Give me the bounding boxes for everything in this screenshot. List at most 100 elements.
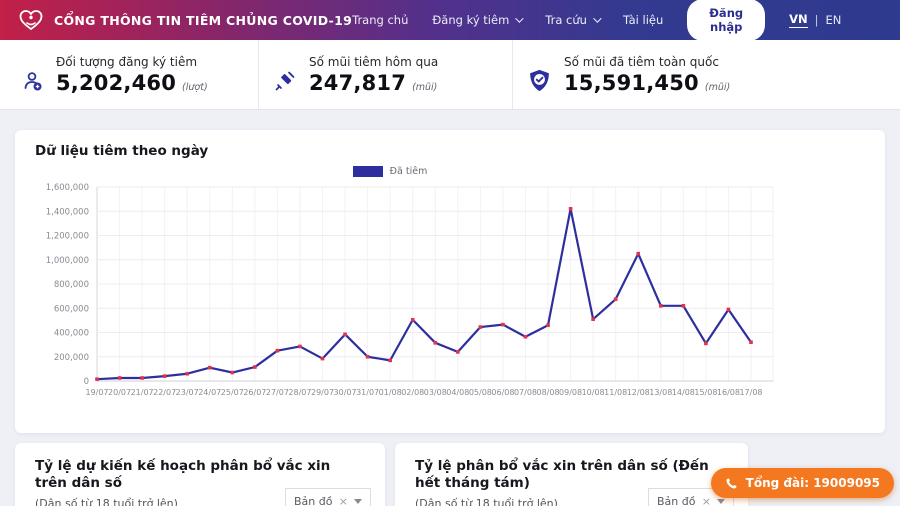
brand[interactable]: CỔNG THÔNG TIN TIÊM CHỦNG COVID-19: [18, 8, 352, 32]
svg-text:30/07: 30/07: [334, 388, 357, 397]
lang-en[interactable]: EN: [825, 13, 842, 27]
svg-text:19/07: 19/07: [85, 388, 108, 397]
nav-documents[interactable]: Tài liệu: [622, 13, 664, 27]
chart-marker: [320, 356, 325, 361]
lang-vn[interactable]: VN: [789, 12, 808, 28]
chart-marker: [613, 297, 618, 301]
shield-check-icon: [527, 68, 552, 93]
clear-icon[interactable]: ×: [338, 495, 348, 506]
svg-text:11/08: 11/08: [604, 388, 627, 397]
svg-text:29/07: 29/07: [311, 388, 334, 397]
chart-marker: [365, 354, 370, 359]
chart-marker: [207, 365, 212, 370]
stat-label: Số mũi đã tiêm toàn quốc: [564, 54, 719, 69]
nav-lookup[interactable]: Tra cứu: [545, 13, 602, 27]
heart-hands-logo-icon: [18, 8, 44, 32]
chart-marker: [523, 334, 528, 339]
chart-marker: [749, 340, 753, 344]
svg-text:08/08: 08/08: [537, 388, 560, 397]
svg-text:24/07: 24/07: [198, 388, 221, 397]
svg-text:21/07: 21/07: [131, 388, 154, 397]
chevron-down-icon: [354, 499, 362, 504]
svg-text:1,600,000: 1,600,000: [46, 183, 89, 193]
chart-marker: [501, 322, 505, 327]
daily-vaccination-chart-card: Dữ liệu tiêm theo ngày Đã tiêm 0 200,000 4…: [15, 130, 885, 433]
svg-text:05/08: 05/08: [469, 388, 492, 397]
svg-text:15/08: 15/08: [694, 388, 717, 397]
chart-marker: [162, 374, 167, 378]
top-navbar: CỔNG THÔNG TIN TIÊM CHỦNG COVID-19 Trang…: [0, 0, 900, 41]
panel-title: Tỷ lệ phân bổ vắc xin trên dân số (Đến h…: [415, 458, 709, 491]
chevron-down-icon: [717, 499, 725, 504]
svg-text:1,200,000: 1,200,000: [46, 232, 89, 242]
clear-icon[interactable]: ×: [701, 495, 711, 506]
svg-text:17/08: 17/08: [739, 388, 762, 397]
daily-vaccination-line-chart: 0 200,000 400,000 600,000 800,000 1,000,000 1,…: [46, 183, 774, 397]
chevron-down-icon: [515, 14, 524, 23]
stat-label: Đối tượng đăng ký tiêm: [56, 54, 198, 69]
chart-marker: [636, 251, 641, 256]
svg-text:06/08: 06/08: [491, 388, 514, 397]
chart-marker: [704, 341, 708, 346]
chart-marker: [478, 325, 483, 329]
nav-register-vaccination[interactable]: Đăng ký tiêm: [432, 13, 524, 27]
chart-marker: [253, 365, 257, 369]
chart-marker: [658, 304, 663, 308]
stat-unit: (mũi): [412, 81, 438, 93]
svg-text:09/08: 09/08: [559, 388, 582, 397]
panel-title: Tỷ lệ dự kiến kế hoạch phân bổ vắc xin t…: [35, 458, 331, 491]
allocation-panel: Tỷ lệ phân bổ vắc xin trên dân số (Đến h…: [395, 443, 748, 506]
lang-separator: |: [814, 13, 819, 27]
stat-unit: (mũi): [704, 81, 731, 93]
chart-marker: [275, 348, 280, 353]
hotline-button[interactable]: Tổng đài: 19009095: [710, 468, 894, 498]
svg-text:27/07: 27/07: [266, 388, 289, 397]
svg-text:26/07: 26/07: [243, 388, 266, 397]
chart-marker: [343, 332, 347, 337]
phone-icon: [725, 477, 738, 490]
svg-text:16/08: 16/08: [717, 388, 740, 397]
svg-text:04/08: 04/08: [446, 388, 469, 397]
chart-marker: [456, 350, 460, 354]
svg-text:0: 0: [84, 377, 89, 387]
svg-text:400,000: 400,000: [54, 329, 89, 339]
login-button[interactable]: Đăng nhập: [687, 0, 766, 41]
chart-marker: [726, 307, 731, 312]
chart-marker: [568, 207, 573, 211]
map-view-select[interactable]: Bản đồ ×: [285, 488, 371, 506]
svg-text:12/08: 12/08: [627, 388, 650, 397]
chart-legend: Đã tiêm: [35, 165, 745, 177]
bottom-panels: Tỷ lệ dự kiến kế hoạch phân bổ vắc xin t…: [15, 443, 885, 506]
chart-marker: [591, 317, 595, 321]
svg-text:22/07: 22/07: [153, 388, 176, 397]
main-nav: Trang chủ Đăng ký tiêm Tra cứu Tài liệu …: [352, 0, 841, 41]
svg-text:800,000: 800,000: [54, 280, 89, 290]
svg-text:23/07: 23/07: [176, 388, 199, 397]
legend-label: Đã tiêm: [389, 165, 428, 177]
svg-text:25/07: 25/07: [221, 388, 244, 397]
chart-marker: [410, 317, 415, 322]
svg-text:07/08: 07/08: [514, 388, 537, 397]
syringe-icon: [273, 69, 297, 93]
hotline-label: Tổng đài: 19009095: [745, 476, 880, 490]
chart-marker: [230, 370, 235, 375]
svg-text:10/08: 10/08: [582, 388, 605, 397]
chevron-down-icon: [593, 14, 602, 23]
svg-text:13/08: 13/08: [649, 388, 672, 397]
chart-marker: [298, 344, 302, 349]
nav-home[interactable]: Trang chủ: [352, 13, 409, 27]
chart-area: 0 200,000 400,000 600,000 800,000 1,000,000 1,…: [35, 179, 865, 421]
svg-text:1,400,000: 1,400,000: [46, 207, 89, 217]
svg-text:20/07: 20/07: [108, 388, 131, 397]
map-view-select[interactable]: Bản đồ ×: [648, 488, 734, 506]
stat-value: 247,817: [309, 70, 407, 95]
stats-strip: Đối tượng đăng ký tiêm 5,202,460 (lượt) …: [0, 40, 900, 110]
chart-marker: [546, 323, 550, 328]
chart-marker: [95, 377, 99, 381]
svg-text:31/07: 31/07: [356, 388, 379, 397]
svg-text:600,000: 600,000: [54, 304, 89, 314]
planned-allocation-panel: Tỷ lệ dự kiến kế hoạch phân bổ vắc xin t…: [15, 443, 385, 506]
language-switcher: VN | EN: [789, 12, 841, 28]
panel-subtitle: (Dân số từ 18 tuổi trở lên): [415, 496, 558, 506]
svg-text:1,000,000: 1,000,000: [46, 256, 89, 266]
